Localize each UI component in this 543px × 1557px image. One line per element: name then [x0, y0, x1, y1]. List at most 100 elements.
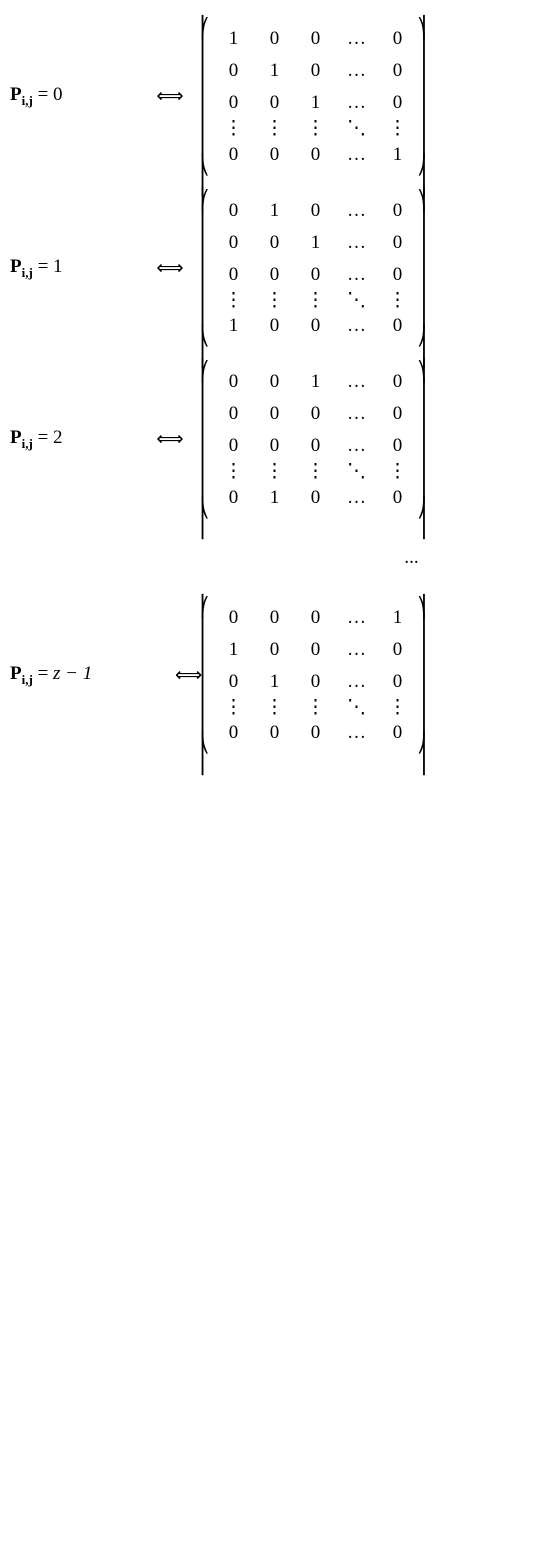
matrix-cell: 1 [224, 28, 243, 50]
matrix-cell: ⋮ [388, 703, 407, 713]
matrix-cell: 1 [306, 232, 325, 254]
matrix-cell: 0 [306, 315, 325, 337]
equals-sign: = [38, 427, 53, 448]
matrix-cell: ⋮ [306, 703, 325, 713]
matrix: 100…0 010…0 001…0 ⋮⋮⋮⋱⋮ 000…1 [200, 20, 431, 174]
matrix-cell: 0 [388, 487, 407, 509]
matrix-cell: 0 [265, 639, 284, 661]
equation-lhs: Pi,j = 2 [10, 427, 140, 452]
symbol-P: P [10, 427, 22, 448]
matrix-cell: … [347, 28, 366, 50]
matrix-cell: 0 [388, 28, 407, 50]
iff-symbol: ⟺ [140, 85, 200, 108]
matrix-cell: 0 [265, 722, 284, 744]
matrix-cell: 0 [265, 28, 284, 50]
matrix-cell: 0 [388, 264, 407, 286]
matrix-cell: 0 [265, 144, 284, 166]
symbol-sub: i,j [22, 672, 33, 687]
between-ellipsis: ... [290, 547, 533, 569]
matrix-cell: 0 [306, 28, 325, 50]
matrix-cell: … [347, 232, 366, 254]
matrix-cell: 0 [265, 232, 284, 254]
matrix-cell: 0 [306, 264, 325, 286]
matrix-cell: 0 [388, 371, 407, 393]
matrix-cell: 1 [265, 60, 284, 82]
matrix-cell: 1 [265, 671, 284, 693]
matrix-cell: ⋮ [388, 467, 407, 477]
matrix-cell: 0 [224, 92, 243, 114]
paren-left-icon [200, 363, 214, 517]
matrix-cell: 0 [224, 607, 243, 629]
matrix-cell: 0 [306, 435, 325, 457]
matrix-cell: … [347, 403, 366, 425]
matrix-body: 010…0 001…0 000…0 ⋮⋮⋮⋱⋮ 100…0 [214, 192, 417, 346]
iff-symbol: ⟺ [140, 257, 200, 280]
equals-sign: = [38, 256, 53, 277]
matrix-cell: 0 [306, 403, 325, 425]
matrix-cell: ⋱ [347, 124, 366, 134]
matrix-cell: 0 [265, 371, 284, 393]
matrix-cell: … [347, 722, 366, 744]
matrix-cell: 1 [265, 200, 284, 222]
matrix-cell: ⋱ [347, 703, 366, 713]
matrix-cell: 0 [265, 315, 284, 337]
symbol-P: P [10, 663, 22, 684]
matrix-cell: 0 [306, 144, 325, 166]
matrix-cell: 1 [388, 607, 407, 629]
matrix-cell: ⋮ [306, 467, 325, 477]
equation-row: Pi,j = 2 ⟺ 001…0 000…0 000…0 ⋮⋮⋮⋱⋮ 010…0 [10, 363, 533, 517]
matrix-cell: ⋮ [388, 296, 407, 306]
matrix-cell: … [347, 671, 366, 693]
matrix-cell: 0 [224, 232, 243, 254]
matrix-cell: ⋮ [306, 124, 325, 134]
matrix-cell: 1 [388, 144, 407, 166]
matrix-cell: 0 [306, 639, 325, 661]
matrix-cell: 0 [224, 487, 243, 509]
matrix-cell: 0 [388, 60, 407, 82]
matrix-cell: 0 [306, 722, 325, 744]
matrix-cell: … [347, 435, 366, 457]
matrix-cell: 0 [224, 722, 243, 744]
symbol-P: P [10, 256, 22, 277]
equation-row: Pi,j = 1 ⟺ 010…0 001…0 000…0 ⋮⋮⋮⋱⋮ 100…0 [10, 192, 533, 346]
rhs-value: 2 [53, 427, 63, 448]
matrix-cell: 1 [306, 371, 325, 393]
matrix-cell: 0 [224, 403, 243, 425]
matrix-cell: 0 [224, 60, 243, 82]
matrix-cell: 0 [265, 607, 284, 629]
matrix-cell: 0 [388, 435, 407, 457]
matrix-cell: 0 [265, 264, 284, 286]
matrix-cell: 0 [265, 435, 284, 457]
rhs-value: z − 1 [53, 663, 92, 684]
matrix-cell: ⋮ [306, 296, 325, 306]
matrix-cell: 1 [224, 315, 243, 337]
matrix-cell: 0 [224, 371, 243, 393]
matrix-cell: ⋱ [347, 467, 366, 477]
iff-symbol: ⟺ [175, 664, 200, 687]
matrix-cell: 1 [224, 639, 243, 661]
symbol-sub: i,j [22, 265, 33, 280]
matrix-cell: 1 [265, 487, 284, 509]
paren-left-icon [200, 20, 214, 174]
paren-left-icon [200, 192, 214, 346]
matrix-cell: … [347, 315, 366, 337]
matrix-cell: ⋮ [265, 467, 284, 477]
paren-right-icon [417, 192, 431, 346]
matrix-body: 100…0 010…0 001…0 ⋮⋮⋮⋱⋮ 000…1 [214, 20, 417, 174]
matrix-cell: ⋮ [265, 296, 284, 306]
matrix-cell: 0 [224, 671, 243, 693]
matrix-cell: 0 [265, 92, 284, 114]
matrix-cell: ⋮ [224, 467, 243, 477]
equals-sign: = [38, 663, 53, 684]
rhs-value: 0 [53, 84, 63, 105]
equation-lhs: Pi,j = 1 [10, 256, 140, 281]
matrix-cell: 0 [224, 200, 243, 222]
matrix-cell: 0 [224, 435, 243, 457]
matrix-cell: 0 [306, 607, 325, 629]
matrix-cell: … [347, 639, 366, 661]
matrix-cell: … [347, 200, 366, 222]
paren-left-icon [200, 599, 214, 753]
matrix-cell: … [347, 92, 366, 114]
matrix-cell: 0 [388, 671, 407, 693]
equation-lhs: Pi,j = 0 [10, 84, 140, 109]
